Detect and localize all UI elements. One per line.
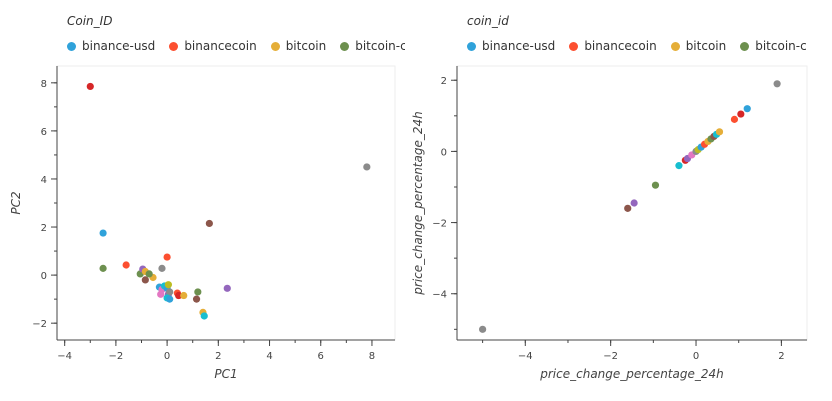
legend-swatch-icon <box>340 41 350 51</box>
data-point[interactable] <box>651 181 660 189</box>
data-point[interactable] <box>730 115 739 123</box>
data-point[interactable] <box>180 291 188 300</box>
left-legend-items: binance-usd binancecoin bitcoin bitcoin-… <box>67 39 405 53</box>
y-tick-label: 4 <box>41 175 47 186</box>
x-tick-label: −4 <box>57 351 72 362</box>
data-point[interactable] <box>122 261 130 269</box>
left-scatter-plot[interactable]: −4 −2 0 2 4 6 8 −2 0 2 4 6 8 PC1 PC2 <box>0 0 410 401</box>
plot-frame <box>56 65 396 341</box>
data-point[interactable] <box>166 295 174 303</box>
y-tick-label: 0 <box>441 147 447 158</box>
data-point[interactable] <box>737 110 745 118</box>
left-legend-item[interactable]: bitcoin <box>270 39 327 53</box>
data-point[interactable] <box>141 276 149 284</box>
right-legend-title: coin_id <box>467 14 509 28</box>
left-legend-title: Coin_ID <box>67 14 113 28</box>
data-point[interactable] <box>99 264 107 272</box>
data-point[interactable] <box>715 128 724 136</box>
right-legend-item[interactable]: binance-usd <box>467 39 555 53</box>
data-point[interactable] <box>200 312 208 320</box>
x-tick-label: 0 <box>164 351 170 362</box>
data-point[interactable] <box>86 82 94 91</box>
y-tick-label: −2 <box>432 219 447 230</box>
data-point[interactable] <box>194 288 202 296</box>
legend-label: bitcoin <box>685 39 727 53</box>
y-tick-label: −4 <box>432 290 447 301</box>
data-point[interactable] <box>157 290 165 298</box>
legend-swatch-icon <box>169 41 179 51</box>
x-axis-label: PC1 <box>214 367 237 381</box>
data-point[interactable] <box>164 281 172 289</box>
right-chart-panel: coin_id binance-usd binancecoin bitcoin … <box>410 0 832 401</box>
y-axis-label: price_change_percentage_24h <box>411 111 425 295</box>
x-tick-label: 2 <box>778 351 784 362</box>
data-point[interactable] <box>192 295 201 303</box>
legend-swatch-icon <box>467 41 476 51</box>
data-point[interactable] <box>223 284 231 292</box>
y-tick-label: 2 <box>441 76 447 87</box>
y-tick-label: 6 <box>41 127 47 138</box>
x-tick-label: 6 <box>318 351 324 362</box>
data-point[interactable] <box>166 288 174 296</box>
data-point[interactable] <box>630 199 638 207</box>
right-legend-items: binance-usd binancecoin bitcoin bitcoin-… <box>467 39 807 53</box>
left-legend-item[interactable]: bitcoin-ca <box>340 39 405 53</box>
data-point[interactable] <box>163 253 171 261</box>
x-axis-label: price_change_percentage_24h <box>539 367 723 381</box>
data-point[interactable] <box>363 163 371 171</box>
legend-label: binance-usd <box>82 39 156 53</box>
data-point[interactable] <box>145 270 153 278</box>
data-point[interactable] <box>624 204 632 212</box>
x-tick-label: 2 <box>215 351 221 362</box>
right-legend: coin_id binance-usd binancecoin bitcoin … <box>457 4 807 62</box>
left-legend-item[interactable]: binance-usd <box>67 39 155 53</box>
legend-swatch-icon <box>67 41 76 51</box>
right-scatter-plot[interactable]: −4 −2 0 2−4−202price_change_percentage_24hp… <box>410 0 832 401</box>
right-legend-item[interactable]: bitcoin <box>670 39 727 53</box>
data-point[interactable] <box>675 162 683 170</box>
legend-label: binance-usd <box>482 39 556 53</box>
legend-label: bitcoin-ca <box>355 39 405 53</box>
y-tick-label: 0 <box>41 271 47 282</box>
x-tick-label: 4 <box>266 351 272 362</box>
data-point[interactable] <box>743 105 751 113</box>
legend-label: binancecoin <box>184 39 257 53</box>
y-tick-label: 2 <box>41 223 47 234</box>
right-legend-item[interactable]: binancecoin <box>569 39 657 53</box>
left-legend-item[interactable]: binancecoin <box>169 39 257 53</box>
y-tick-label: −2 <box>32 319 47 330</box>
data-point[interactable] <box>175 291 183 300</box>
data-point[interactable] <box>205 219 213 228</box>
legend-swatch-icon <box>670 41 680 51</box>
x-tick-label: 0 <box>693 351 699 362</box>
data-point[interactable] <box>479 325 487 333</box>
right-legend-item[interactable]: bitcoin-ca <box>740 39 807 53</box>
y-tick-label: 8 <box>41 79 47 90</box>
legend-swatch-icon <box>270 41 280 51</box>
legend-swatch-icon <box>569 41 579 51</box>
x-tick-label: −2 <box>109 351 124 362</box>
data-point[interactable] <box>158 264 166 272</box>
legend-swatch-icon <box>740 41 750 51</box>
x-tick-label: −4 <box>518 351 533 362</box>
data-point[interactable] <box>99 229 107 237</box>
legend-label: bitcoin <box>285 39 327 53</box>
x-tick-label: 8 <box>369 351 375 362</box>
left-chart-panel: Coin_ID binance-usd binancecoin bitcoin … <box>0 0 410 401</box>
left-legend: Coin_ID binance-usd binancecoin bitcoin … <box>57 4 405 62</box>
y-axis-label: PC2 <box>9 191 23 214</box>
x-tick-label: −2 <box>603 351 618 362</box>
legend-label: binancecoin <box>584 39 657 53</box>
legend-label: bitcoin-ca <box>755 39 807 53</box>
data-point[interactable] <box>773 80 781 88</box>
